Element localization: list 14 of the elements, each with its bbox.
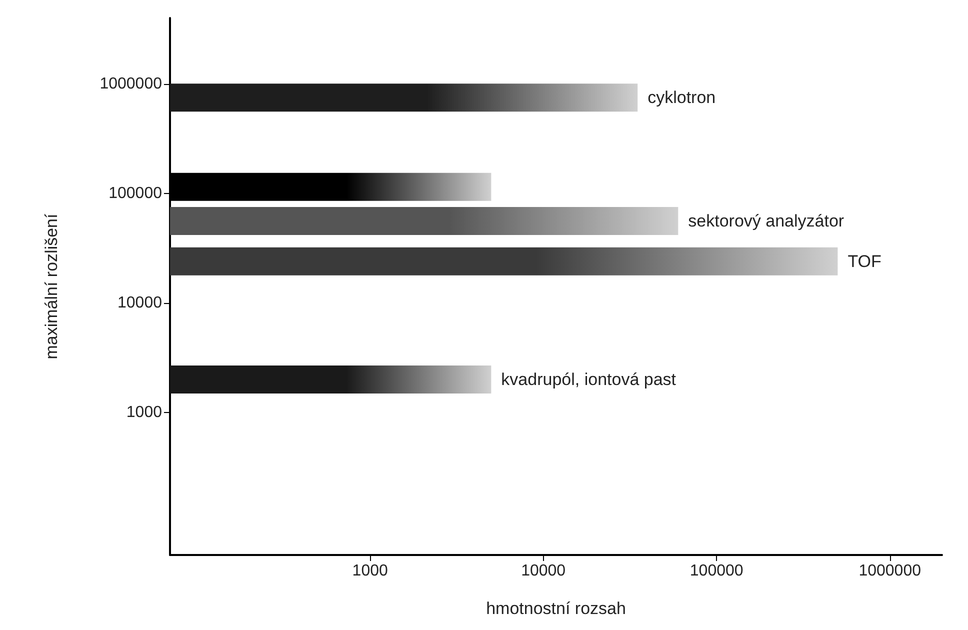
- x-tick-label: 10000: [521, 562, 566, 580]
- x-axis-title: hmotnostní rozsah: [486, 599, 626, 618]
- y-axis-title: maximální rozlišení: [42, 213, 61, 360]
- y-tick-label: 100000: [108, 184, 162, 202]
- x-tick-label: 100000: [690, 562, 744, 580]
- y-tick-label: 1000: [126, 404, 162, 422]
- x-tick-label: 1000: [352, 562, 388, 580]
- series-label: cyklotron: [648, 88, 716, 108]
- y-tick-label: 10000: [118, 294, 162, 312]
- series-label: TOF: [848, 252, 882, 271]
- series-label: kvadrupól, iontová past: [501, 370, 676, 390]
- y-tick-label: 1000000: [100, 75, 162, 92]
- x-tick-label: 1000000: [858, 562, 922, 580]
- series-label: sektorový analyzátor: [688, 212, 844, 231]
